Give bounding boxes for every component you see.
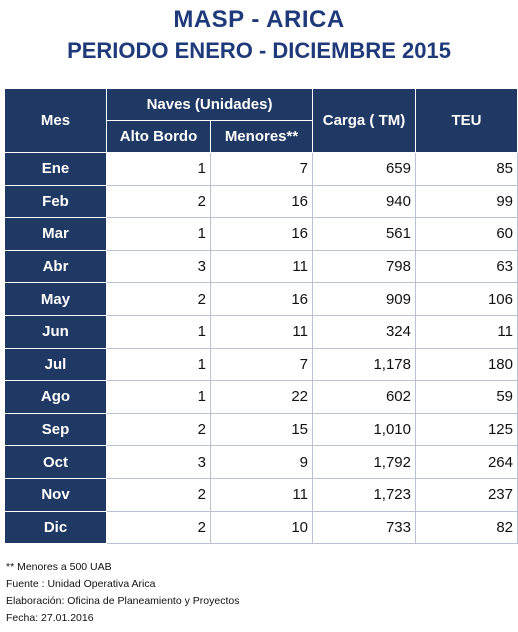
cell-teu: 264 <box>415 445 518 479</box>
cell-alto-bordo: 1 <box>106 314 211 349</box>
cell-carga: 1,178 <box>312 347 416 382</box>
cell-teu: 11 <box>415 314 518 349</box>
cell-mes: Jul <box>4 347 107 382</box>
cell-menores: 11 <box>210 477 313 512</box>
cell-teu: 99 <box>415 184 518 219</box>
cell-alto-bordo: 2 <box>106 477 211 512</box>
cell-alto-bordo: 2 <box>106 510 211 545</box>
cell-mes: Nov <box>4 477 107 512</box>
cell-menores: 10 <box>210 510 313 545</box>
cell-menores: 16 <box>210 217 313 251</box>
footnotes: ** Menores a 500 UAB Fuente : Unidad Ope… <box>6 559 239 627</box>
cell-alto-bordo: 1 <box>106 380 211 414</box>
cell-mes: Sep <box>4 412 107 447</box>
cell-mes: Jun <box>4 314 107 349</box>
cell-mes: Dic <box>4 510 107 545</box>
table-row: Ago 1 22 602 59 <box>4 380 518 414</box>
table-row: Dic 2 10 733 82 <box>4 510 518 545</box>
data-table: Mes Naves (Unidades) Carga ( TM) TEU Alt… <box>4 88 518 545</box>
cell-teu: 59 <box>415 380 518 414</box>
cell-mes: May <box>4 282 107 316</box>
cell-menores: 16 <box>210 184 313 219</box>
table-row: Jul 1 7 1,178 180 <box>4 347 518 382</box>
cell-carga: 909 <box>312 282 416 316</box>
table-row: Nov 2 11 1,723 237 <box>4 477 518 512</box>
cell-alto-bordo: 1 <box>106 152 211 186</box>
table-row: Sep 2 15 1,010 125 <box>4 412 518 447</box>
header-teu: TEU <box>415 88 518 153</box>
cell-menores: 22 <box>210 380 313 414</box>
cell-teu: 63 <box>415 249 518 284</box>
cell-teu: 106 <box>415 282 518 316</box>
cell-alto-bordo: 3 <box>106 445 211 479</box>
cell-carga: 1,792 <box>312 445 416 479</box>
cell-alto-bordo: 3 <box>106 249 211 284</box>
header-carga: Carga ( TM) <box>312 88 416 153</box>
header-mes: Mes <box>4 88 107 153</box>
cell-teu: 60 <box>415 217 518 251</box>
cell-teu: 125 <box>415 412 518 447</box>
cell-carga: 798 <box>312 249 416 284</box>
cell-carga: 1,010 <box>312 412 416 447</box>
cell-menores: 11 <box>210 314 313 349</box>
cell-carga: 602 <box>312 380 416 414</box>
cell-alto-bordo: 1 <box>106 217 211 251</box>
cell-teu: 85 <box>415 152 518 186</box>
note-elaboracion: Elaboración: Oficina de Planeamiento y P… <box>6 595 240 607</box>
cell-carga: 1,723 <box>312 477 416 512</box>
cell-carga: 733 <box>312 510 416 545</box>
cell-mes: Ene <box>4 152 107 186</box>
cell-teu: 180 <box>415 347 518 382</box>
note-menores: ** Menores a 500 UAB <box>6 561 112 573</box>
note-fuente: Fuente : Unidad Operativa Arica <box>6 578 156 590</box>
cell-mes: Feb <box>4 184 107 219</box>
cell-carga: 561 <box>312 217 416 251</box>
header-menores: Menores** <box>210 120 313 153</box>
cell-carga: 324 <box>312 314 416 349</box>
cell-menores: 15 <box>210 412 313 447</box>
cell-menores: 7 <box>210 152 313 186</box>
cell-alto-bordo: 2 <box>106 184 211 219</box>
cell-alto-bordo: 2 <box>106 412 211 447</box>
table-row: Mar 1 16 561 60 <box>4 217 518 251</box>
cell-mes: Ago <box>4 380 107 414</box>
table-row: Oct 3 9 1,792 264 <box>4 445 518 479</box>
note-fecha: Fecha: 27.01.2016 <box>6 612 94 624</box>
cell-alto-bordo: 1 <box>106 347 211 382</box>
table-row: Ene 1 7 659 85 <box>4 152 518 186</box>
cell-menores: 16 <box>210 282 313 316</box>
table-row: Jun 1 11 324 11 <box>4 314 518 349</box>
page-subtitle: PERIODO ENERO - DICIEMBRE 2015 <box>67 38 451 63</box>
cell-carga: 659 <box>312 152 416 186</box>
page-title: MASP - ARICA <box>173 6 345 33</box>
cell-alto-bordo: 2 <box>106 282 211 316</box>
cell-teu: 82 <box>415 510 518 545</box>
cell-carga: 940 <box>312 184 416 219</box>
table-row: Feb 2 16 940 99 <box>4 184 518 219</box>
header-alto-bordo: Alto Bordo <box>106 120 211 153</box>
header-naves: Naves (Unidades) <box>106 88 313 121</box>
cell-menores: 7 <box>210 347 313 382</box>
cell-menores: 11 <box>210 249 313 284</box>
table-row: May 2 16 909 106 <box>4 282 518 316</box>
table-row: Abr 3 11 798 63 <box>4 249 518 284</box>
cell-mes: Mar <box>4 217 107 251</box>
cell-mes: Abr <box>4 249 107 284</box>
cell-teu: 237 <box>415 477 518 512</box>
cell-menores: 9 <box>210 445 313 479</box>
cell-mes: Oct <box>4 445 107 479</box>
